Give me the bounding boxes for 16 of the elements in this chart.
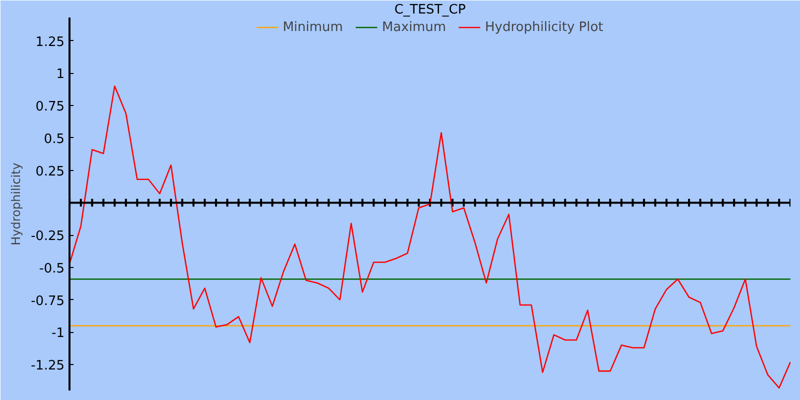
y-tick-label: -0.5	[39, 261, 65, 276]
legend-label: Maximum	[382, 20, 446, 34]
y-axis-title: Hydrophilicity	[8, 162, 23, 246]
y-tick-label: 0.75	[36, 100, 65, 115]
y-tick-label: 1	[56, 67, 65, 82]
chart-title: C_TEST_CP	[394, 2, 466, 18]
y-tick-label: -1	[52, 326, 65, 342]
y-tick-label: -0.75	[30, 294, 65, 309]
y-tick-label: 0.25	[36, 164, 65, 180]
legend-label: Hydrophilicity Plot	[485, 20, 604, 34]
line-series	[70, 85, 790, 389]
legend-label: Minimum	[282, 20, 343, 34]
y-tick-label: 0.5	[44, 132, 65, 147]
y-tick-label: -0.25	[30, 229, 65, 244]
y-tick-label: -1.25	[30, 358, 65, 374]
y-tick-label: 1.25	[36, 34, 65, 50]
